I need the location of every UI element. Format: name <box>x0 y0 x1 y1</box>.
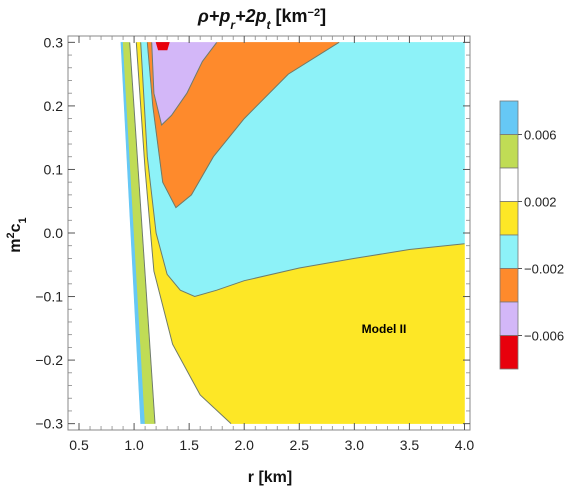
y-axis-ticks: −0.3 −0.2 −0.1 0.0 0.1 0.2 0.3 <box>35 34 470 432</box>
color-legend: 0.006 0.002 −0.002 −0.006 <box>499 100 564 370</box>
contour-lines <box>129 41 465 424</box>
legend-label: −0.002 <box>524 262 564 277</box>
legend-label: −0.006 <box>524 329 564 344</box>
y-tick-label: 0.1 <box>44 161 64 177</box>
legend-swatch <box>499 335 519 370</box>
x-tick-label: 0.5 <box>69 437 89 453</box>
legend-swatch <box>499 268 519 303</box>
y-tick-label: 0.2 <box>44 98 64 114</box>
contour-line-1 <box>129 42 156 424</box>
y-tick-label: −0.2 <box>35 352 63 368</box>
y-axis-label: m2c1 <box>5 217 29 252</box>
model-annotation: Model II <box>362 322 407 336</box>
y-tick-label: 0.3 <box>44 34 64 50</box>
x-tick-label: 3.0 <box>345 437 365 453</box>
legend-swatch <box>499 301 519 336</box>
x-axis-ticks: 0.5 1.0 1.5 2.0 2.5 3.0 3.5 4.0 <box>69 36 474 453</box>
x-tick-label: 3.5 <box>400 437 420 453</box>
x-tick-label: 1.0 <box>124 437 144 453</box>
x-tick-label: 4.0 <box>455 437 475 453</box>
legend-label: 0.002 <box>524 195 557 210</box>
legend-swatch <box>499 201 519 236</box>
contour-line-4 <box>146 41 340 209</box>
x-tick-label: 1.5 <box>179 437 199 453</box>
legend-swatch <box>499 167 519 202</box>
plot-regions <box>120 42 465 424</box>
legend-label: 0.006 <box>524 128 557 143</box>
y-tick-label: 0.0 <box>44 225 64 241</box>
x-axis-label: r [km] <box>248 469 292 486</box>
x-tick-label: 2.5 <box>290 437 310 453</box>
y-tick-label: −0.3 <box>35 416 63 432</box>
contour-line-2 <box>135 42 232 424</box>
legend-swatch <box>499 100 519 135</box>
contour-line-3 <box>140 42 465 298</box>
chart-title: ρ+pr+2pt [km−2] <box>197 6 326 32</box>
x-tick-label: 2.0 <box>234 437 254 453</box>
contour-line-5 <box>151 42 218 126</box>
legend-swatch <box>499 134 519 169</box>
y-tick-label: −0.1 <box>35 289 63 305</box>
legend-swatch <box>499 234 519 269</box>
region-red <box>155 42 170 51</box>
